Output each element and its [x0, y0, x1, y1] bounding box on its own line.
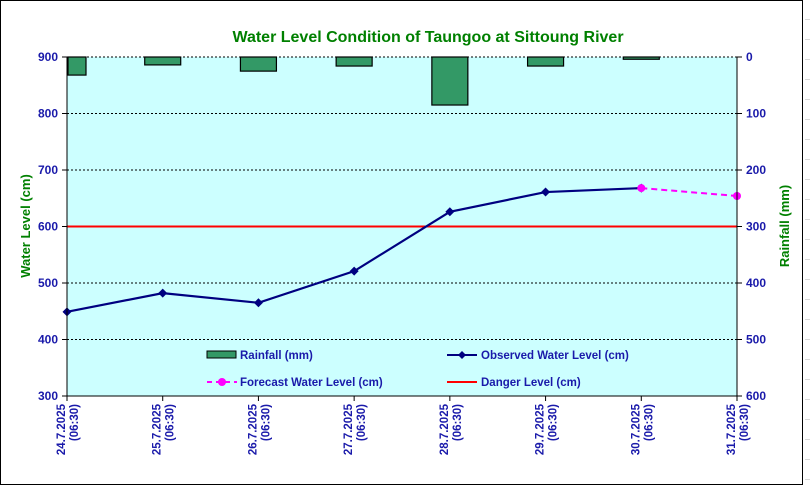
y2-tick-label: 100: [746, 107, 766, 121]
rainfall-bar: [335, 56, 373, 67]
y-tick-label: 700: [38, 163, 58, 177]
observed-point: [445, 207, 455, 217]
legend-label-rainfall: Rainfall (mm): [240, 350, 313, 362]
x-tick-label-date: 25.7.2025: [152, 403, 164, 455]
x-tick-label-date: 24.7.2025: [56, 403, 68, 455]
observed-point: [253, 298, 263, 308]
x-tick-label-time: (06:30): [260, 404, 272, 441]
observed-point: [349, 266, 359, 276]
x-axis-ticks: 24.7.2025 (06:30) 25.7.2025 (06:30) 26.7.202…: [56, 396, 751, 455]
y-tick-label: 600: [38, 220, 58, 234]
x-tick-label-time: (06:30): [356, 404, 368, 441]
y2-tick-label: 0: [746, 50, 753, 64]
x-tick-label-time: (06:30): [69, 404, 81, 441]
x-tick-label-date: 30.7.2025: [630, 403, 642, 455]
y-tick-label: 300: [38, 389, 58, 403]
observed-point: [158, 288, 168, 298]
y2-tick-label: 200: [746, 163, 766, 177]
legend-label-observed: Observed Water Level (cm): [481, 350, 629, 362]
x-tick-label-date: 27.7.2025: [343, 403, 355, 455]
legend-label-forecast: Forecast Water Level (cm): [240, 377, 383, 389]
legend: Rainfall (mm) Observed Water Level (cm) …: [206, 350, 629, 389]
left-axis-ticks: 900 800 700 600 500 400 300: [38, 50, 67, 403]
rainfall-bars: [67, 56, 660, 106]
legend-label-danger: Danger Level (cm): [481, 377, 581, 389]
x-tick-label-date: 29.7.2025: [535, 403, 547, 455]
rainfall-bar: [239, 56, 278, 72]
rainfall-bar: [526, 56, 565, 67]
y2-tick-label: 300: [746, 220, 766, 234]
rainfall-bar: [431, 56, 469, 106]
chart-title: Water Level Condition of Taungoo at Sitt…: [232, 29, 623, 46]
forecast-line: [641, 187, 738, 197]
y2-tick-label: 600: [746, 389, 766, 403]
y-axis-label: Water Level (cm): [18, 174, 33, 278]
forecast-point: [637, 184, 646, 193]
x-tick-label-time: (06:30): [452, 404, 464, 441]
x-tick-label-time: (06:30): [165, 404, 177, 441]
x-tick-label-date: 31.7.2025: [726, 403, 738, 455]
rainfall-bar: [622, 56, 660, 60]
rainfall-bar: [67, 56, 87, 76]
y2-tick-label: 500: [746, 333, 766, 347]
y-tick-label: 400: [38, 333, 58, 347]
x-tick-label-time: (06:30): [739, 404, 751, 441]
x-tick-label-time: (06:30): [548, 404, 560, 441]
observed-point: [541, 187, 551, 197]
y2-axis-label: Rainfall (mm): [777, 185, 792, 267]
y-tick-label: 500: [38, 276, 58, 290]
x-tick-label-time: (06:30): [643, 404, 655, 441]
y-tick-label: 900: [38, 50, 58, 64]
legend-marker-forecast: [218, 378, 226, 386]
right-axis-ticks: 0 100 200 300 400 500 600: [737, 50, 766, 403]
sheet-gridlines: [805, 0, 810, 489]
rainfall-bar: [144, 56, 182, 66]
y2-tick-label: 400: [746, 276, 766, 290]
x-tick-label-date: 26.7.2025: [247, 403, 259, 455]
x-tick-label-date: 28.7.2025: [439, 403, 451, 455]
legend-marker-observed: [458, 351, 466, 359]
y-tick-label: 800: [38, 107, 58, 121]
legend-swatch-rainfall: [206, 350, 237, 359]
